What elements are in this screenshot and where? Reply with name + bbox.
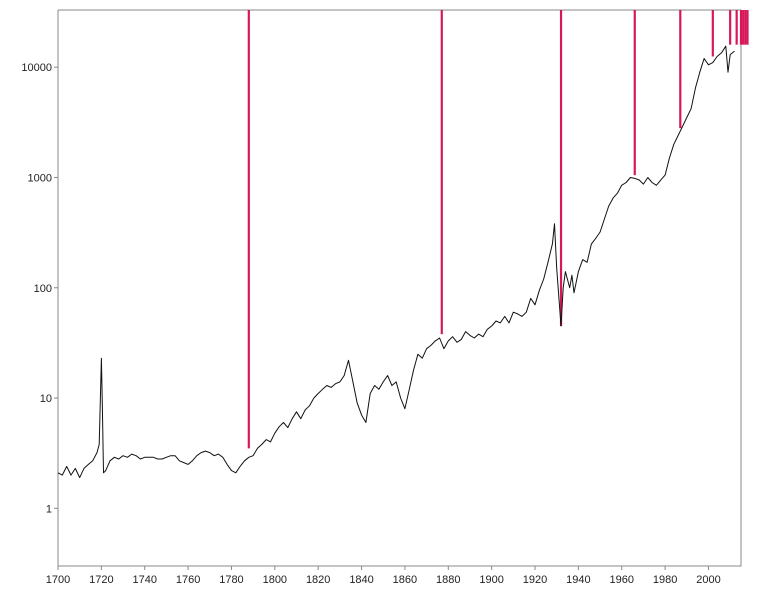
y-tick-label: 1000 <box>28 172 52 184</box>
x-tick-label: 1860 <box>393 574 417 586</box>
y-tick-label: 10000 <box>21 62 52 74</box>
x-tick-label: 1920 <box>523 574 547 586</box>
x-tick-label: 1820 <box>306 574 330 586</box>
x-tick-label: 1780 <box>219 574 243 586</box>
x-tick-label: 1760 <box>176 574 200 586</box>
x-tick-label: 2000 <box>696 574 720 586</box>
x-tick-label: 1980 <box>653 574 677 586</box>
index-series-line <box>57 45 735 479</box>
x-tick-label: 1700 <box>46 574 70 586</box>
x-tick-label: 1740 <box>132 574 156 586</box>
axes <box>57 9 742 567</box>
x-tick-label: 1800 <box>263 574 287 586</box>
x-tick-label: 1840 <box>349 574 373 586</box>
y-tick-label: 100 <box>34 283 52 295</box>
plot-frame <box>57 9 742 567</box>
series-group <box>57 45 735 479</box>
x-tick-label: 1940 <box>566 574 590 586</box>
y-tick-label: 10 <box>40 393 52 405</box>
x-tick-label: 1960 <box>610 574 634 586</box>
marker-lines <box>247 10 749 449</box>
x-tick-label: 1720 <box>89 574 113 586</box>
x-tick-labels: 1700 1720 1740 1760 1780 1800 1820 1840 1860 1880… <box>46 566 721 586</box>
y-tick-labels: 1 10 100 1000 10000 <box>21 62 58 515</box>
y-tick-label: 1 <box>46 503 52 515</box>
x-tick-label: 1880 <box>436 574 460 586</box>
x-tick-label: 1900 <box>479 574 503 586</box>
